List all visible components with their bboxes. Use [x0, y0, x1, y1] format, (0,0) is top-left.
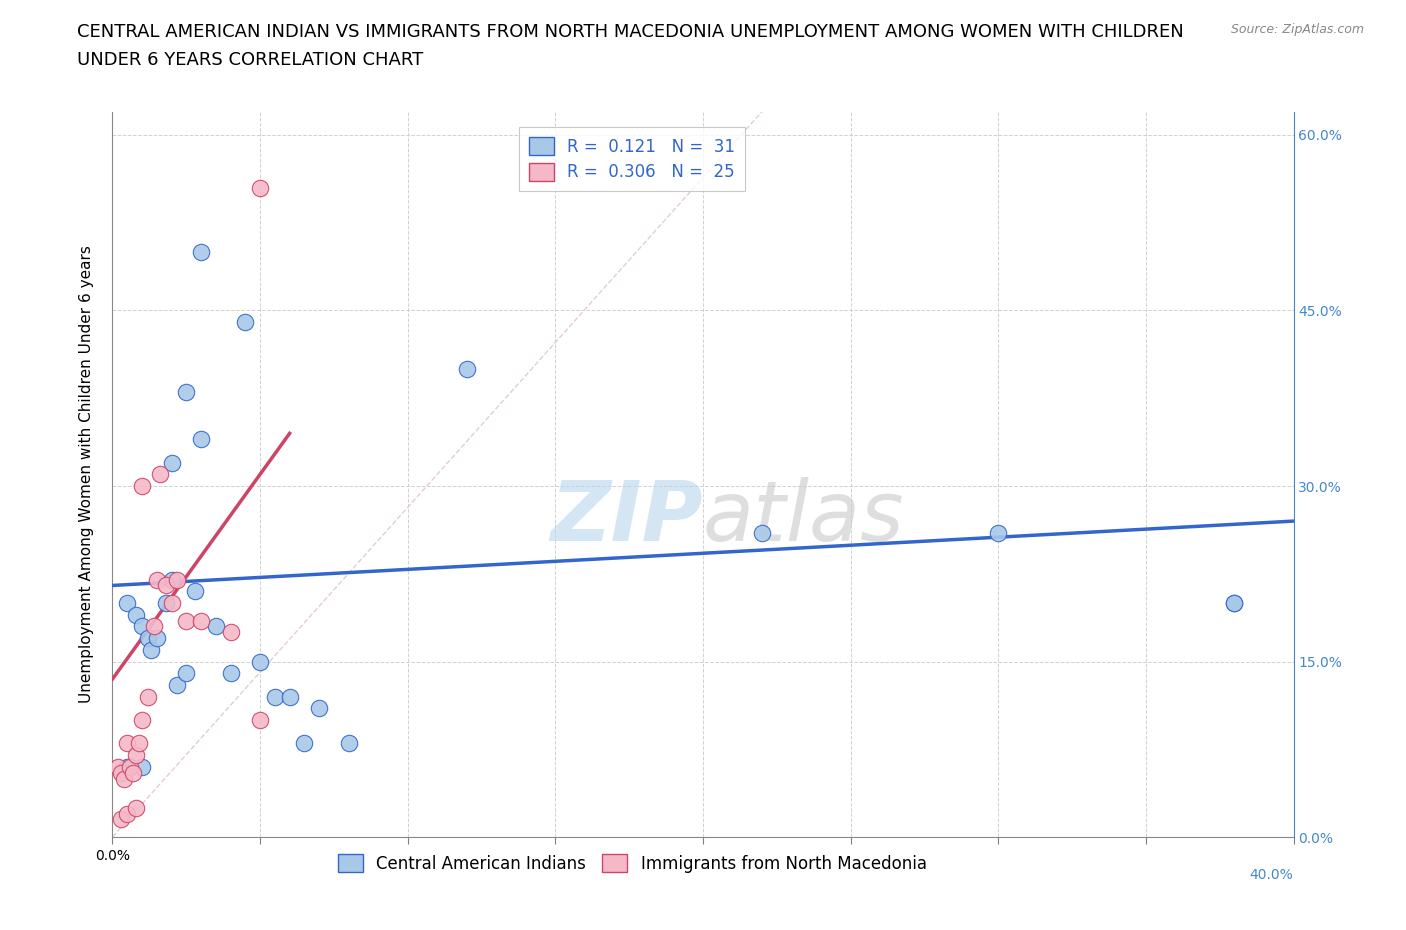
- Point: [128, 736, 150, 751]
- Point: [131, 712, 153, 727]
- Point: [337, 736, 360, 751]
- Point: [125, 801, 148, 816]
- Point: [142, 619, 165, 634]
- Text: atlas: atlas: [703, 477, 904, 558]
- Point: [149, 467, 172, 482]
- Point: [131, 479, 153, 494]
- Point: [117, 736, 138, 751]
- Point: [190, 613, 212, 628]
- Point: [117, 760, 138, 775]
- Point: [117, 595, 138, 610]
- Point: [751, 525, 773, 540]
- Point: [219, 625, 242, 640]
- Point: [1223, 595, 1246, 610]
- Point: [131, 619, 153, 634]
- Point: [308, 701, 330, 716]
- Text: 40.0%: 40.0%: [1250, 868, 1294, 882]
- Point: [155, 578, 177, 593]
- Point: [264, 689, 287, 704]
- Point: [160, 595, 183, 610]
- Point: [110, 765, 132, 780]
- Point: [249, 712, 271, 727]
- Point: [1223, 595, 1246, 610]
- Point: [131, 760, 153, 775]
- Point: [174, 385, 197, 400]
- Point: [146, 572, 169, 587]
- Text: CENTRAL AMERICAN INDIAN VS IMMIGRANTS FROM NORTH MACEDONIA UNEMPLOYMENT AMONG WO: CENTRAL AMERICAN INDIAN VS IMMIGRANTS FR…: [77, 23, 1184, 41]
- Point: [155, 595, 177, 610]
- Point: [184, 584, 207, 599]
- Point: [125, 748, 148, 763]
- Point: [125, 607, 148, 622]
- Point: [278, 689, 301, 704]
- Point: [174, 666, 197, 681]
- Point: [112, 771, 135, 786]
- Point: [987, 525, 1010, 540]
- Point: [136, 631, 159, 645]
- Point: [174, 613, 197, 628]
- Point: [160, 455, 183, 470]
- Point: [160, 572, 183, 587]
- Text: UNDER 6 YEARS CORRELATION CHART: UNDER 6 YEARS CORRELATION CHART: [77, 51, 423, 69]
- Point: [166, 572, 188, 587]
- Point: [139, 643, 162, 658]
- Point: [166, 677, 188, 692]
- Legend: Central American Indians, Immigrants from North Macedonia: Central American Indians, Immigrants fro…: [330, 847, 934, 880]
- Point: [120, 760, 142, 775]
- Y-axis label: Unemployment Among Women with Children Under 6 years: Unemployment Among Women with Children U…: [79, 246, 94, 703]
- Point: [122, 765, 145, 780]
- Point: [249, 654, 271, 669]
- Text: ZIP: ZIP: [550, 477, 703, 558]
- Point: [205, 619, 228, 634]
- Point: [219, 666, 242, 681]
- Point: [233, 314, 256, 329]
- Point: [249, 180, 271, 195]
- Point: [292, 736, 315, 751]
- Point: [110, 812, 132, 827]
- Point: [190, 432, 212, 446]
- Point: [136, 689, 159, 704]
- Point: [117, 806, 138, 821]
- Point: [456, 362, 478, 377]
- Text: Source: ZipAtlas.com: Source: ZipAtlas.com: [1230, 23, 1364, 36]
- Point: [146, 631, 169, 645]
- Point: [107, 760, 129, 775]
- Point: [190, 245, 212, 259]
